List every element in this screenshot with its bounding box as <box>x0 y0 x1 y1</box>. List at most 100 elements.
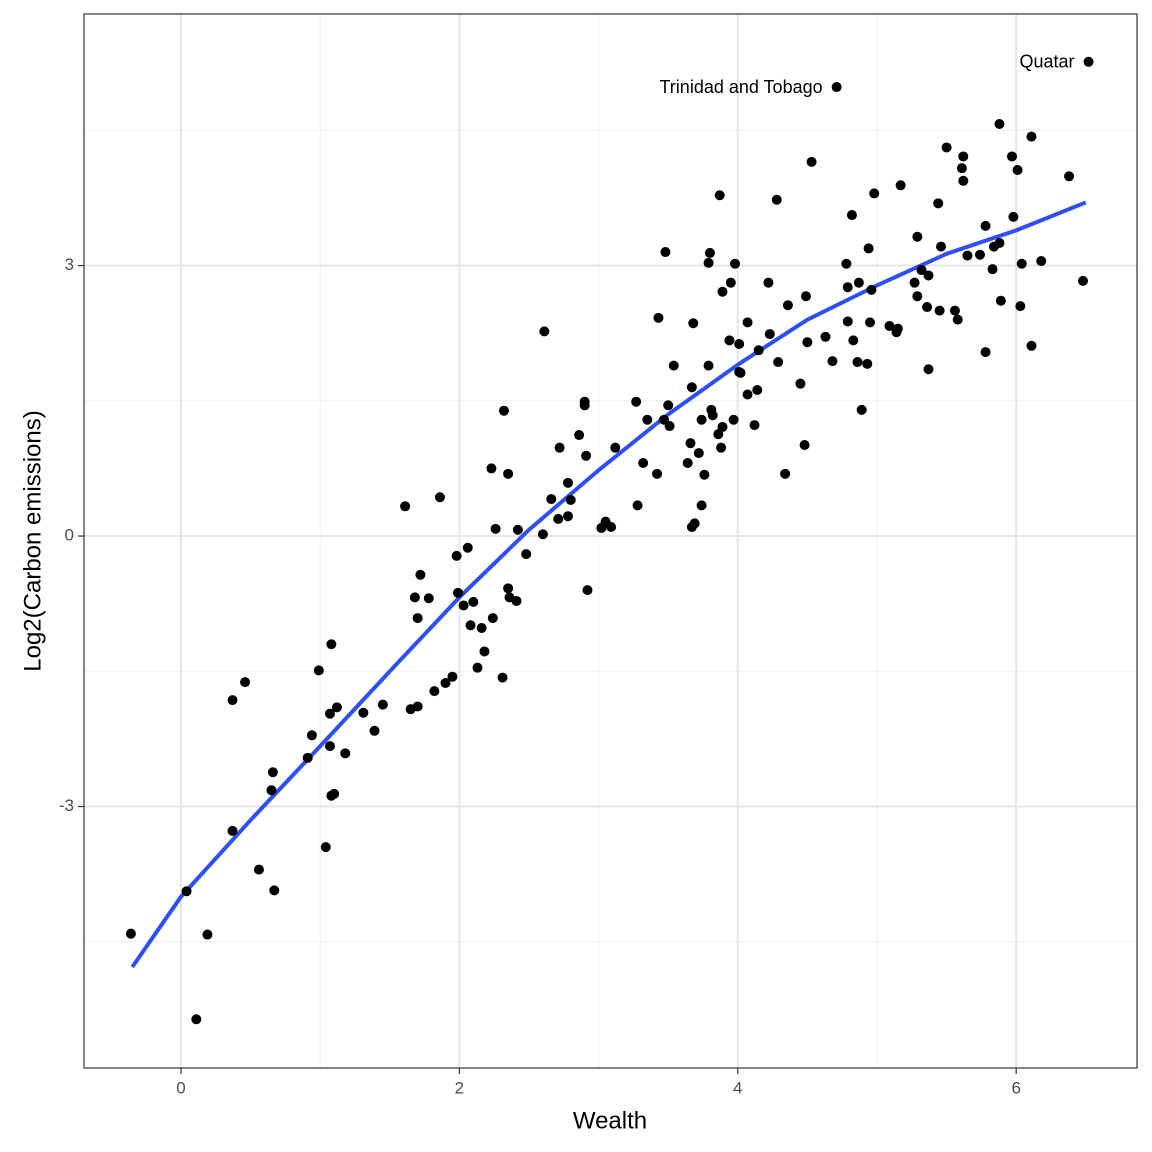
point <box>581 450 592 461</box>
point <box>447 671 458 682</box>
point <box>686 382 697 393</box>
point <box>324 708 335 719</box>
annotation: Trinidad and Tobago <box>659 77 822 97</box>
y-tick-label: 3 <box>65 255 74 274</box>
point <box>795 378 806 389</box>
point <box>800 291 811 302</box>
point <box>191 1014 202 1025</box>
point <box>306 730 317 741</box>
point <box>458 600 469 611</box>
point <box>631 396 642 407</box>
point <box>125 928 136 939</box>
point <box>842 282 853 293</box>
point <box>660 247 671 258</box>
point <box>994 118 1005 129</box>
point <box>511 595 522 606</box>
point <box>565 494 576 505</box>
point <box>423 593 434 604</box>
point <box>320 842 331 853</box>
point <box>753 345 764 356</box>
point <box>400 501 411 512</box>
point <box>1026 131 1037 142</box>
point <box>922 302 933 313</box>
point <box>269 885 280 896</box>
point <box>562 511 573 522</box>
point <box>1007 151 1018 162</box>
point <box>865 317 876 328</box>
point <box>703 257 714 268</box>
point <box>369 725 380 736</box>
point <box>714 190 725 201</box>
point <box>412 701 423 712</box>
point <box>685 438 696 449</box>
point <box>742 389 753 400</box>
point <box>806 156 817 167</box>
point <box>486 463 497 474</box>
panel-border <box>83 13 1138 1069</box>
point <box>717 421 728 432</box>
point <box>734 338 745 349</box>
point <box>465 620 476 631</box>
x-tick-label: 6 <box>1011 1078 1020 1097</box>
point <box>707 410 718 421</box>
point <box>1015 301 1026 312</box>
point <box>820 331 831 342</box>
point <box>562 477 573 488</box>
point <box>716 442 727 453</box>
point <box>181 886 192 897</box>
point <box>653 312 664 323</box>
point <box>936 241 947 252</box>
point <box>862 358 873 369</box>
point <box>912 231 923 242</box>
point <box>994 238 1005 249</box>
point <box>909 277 920 288</box>
point <box>923 270 934 281</box>
point <box>949 305 960 316</box>
point <box>579 400 590 411</box>
point <box>688 318 699 329</box>
point <box>941 142 952 153</box>
point <box>952 314 963 325</box>
point <box>842 316 853 327</box>
point <box>916 265 927 276</box>
point <box>958 151 969 162</box>
point <box>412 613 423 624</box>
point <box>240 677 251 688</box>
point <box>302 752 313 763</box>
point <box>409 592 420 603</box>
point <box>503 583 514 594</box>
point <box>912 291 923 302</box>
point <box>497 672 508 683</box>
point <box>980 220 991 231</box>
point <box>752 384 763 395</box>
point <box>962 250 973 261</box>
point <box>841 258 852 269</box>
point <box>863 243 874 254</box>
point <box>253 864 264 875</box>
point <box>1083 56 1094 67</box>
point <box>415 569 426 580</box>
point <box>846 210 857 221</box>
point <box>453 587 464 598</box>
point <box>227 695 238 706</box>
x-axis-title: Wealth <box>573 1107 647 1134</box>
point <box>725 277 736 288</box>
point <box>468 596 479 607</box>
point <box>329 788 340 799</box>
grid <box>84 14 1137 1068</box>
x-tick-label: 0 <box>176 1078 185 1097</box>
point <box>668 360 679 371</box>
point <box>699 469 710 480</box>
x-tick-label: 4 <box>733 1078 742 1097</box>
point <box>1064 171 1075 182</box>
point <box>498 405 509 416</box>
point <box>663 400 674 411</box>
point <box>735 367 746 378</box>
point <box>1077 275 1088 286</box>
annotation: Quatar <box>1020 52 1075 72</box>
point <box>866 284 877 295</box>
x-tick-label: 2 <box>455 1078 464 1097</box>
fit-line <box>130 200 1087 969</box>
point <box>554 442 565 453</box>
